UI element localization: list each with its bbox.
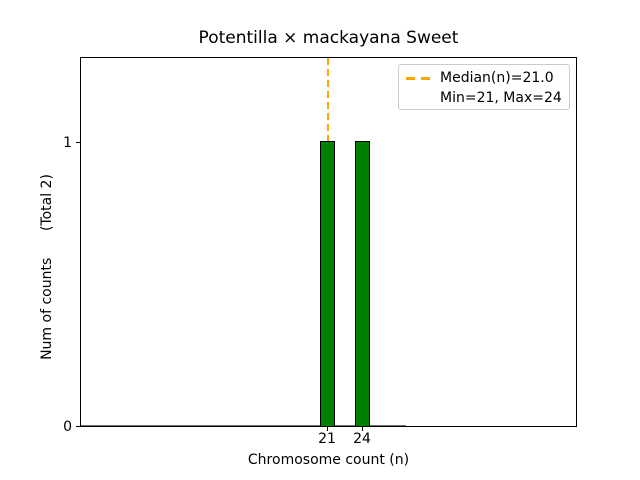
xtick-mark-24 (362, 427, 363, 431)
orange-dashed-line-icon (406, 76, 431, 80)
plot-area (80, 57, 577, 427)
zero-count-baseline (81, 425, 406, 426)
bar-chromosome-24 (355, 141, 370, 426)
legend: Median(n)=21.0 Min=21, Max=24 (398, 64, 570, 110)
chart-title: Potentilla × mackayana Sweet (198, 28, 459, 48)
bar-chromosome-21 (320, 141, 335, 426)
legend-entry-minmax: Min=21, Max=24 (406, 88, 562, 108)
legend-label-minmax: Min=21, Max=24 (440, 90, 562, 106)
xtick-label-21: 21 (318, 431, 336, 447)
xtick-mark-21 (327, 427, 328, 431)
ytick-label-1: 1 (63, 135, 72, 151)
legend-entry-median: Median(n)=21.0 (406, 68, 561, 88)
x-axis-label: Chromosome count (n) (247, 452, 410, 468)
ytick-label-0: 0 (63, 419, 72, 435)
ytick-mark-0 (76, 426, 80, 427)
ytick-mark-1 (76, 142, 80, 143)
legend-empty-sample (406, 97, 431, 100)
y-axis-label: Num of counts (Total 2) (39, 174, 55, 360)
legend-label-median: Median(n)=21.0 (440, 70, 554, 86)
xtick-label-24: 24 (353, 431, 371, 447)
